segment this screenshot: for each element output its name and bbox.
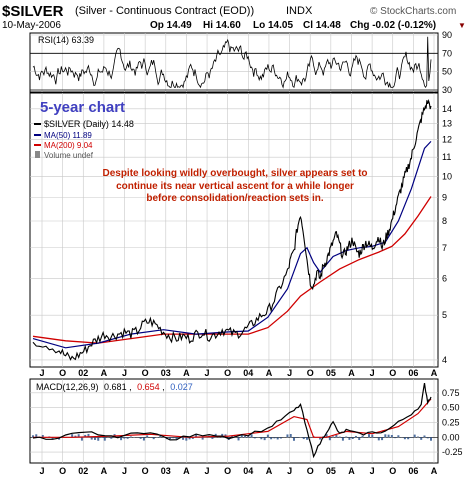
price-x-tick-16: J	[370, 368, 375, 378]
price-x-tick-18: 06	[408, 368, 418, 378]
price-y-tick-2: 6	[442, 274, 447, 284]
macd-x-tick-12: J	[287, 466, 292, 476]
price-x-tick-15: A	[348, 368, 355, 378]
chart-description: (Silver - Continuous Contract (EOD))	[75, 5, 254, 17]
macd-x-tick-11: A	[266, 466, 273, 476]
macd-x-tick-10: 04	[243, 466, 253, 476]
price-y-tick-9: 13	[442, 119, 452, 129]
price-x-tick-3: A	[101, 368, 108, 378]
macd-x-tick-7: A	[183, 466, 190, 476]
macd-signal-line	[33, 398, 432, 438]
price-y-tick-6: 10	[442, 171, 452, 181]
legend-volume: Volume undef	[44, 151, 94, 160]
macd-x-tick-18: 06	[408, 466, 418, 476]
price-x-tick-6: 03	[161, 368, 171, 378]
price-x-tick-8: J	[205, 368, 210, 378]
rsi-panel	[29, 32, 439, 93]
macd-signal-value: 0.654	[137, 382, 160, 392]
macd-x-tick-17: O	[389, 466, 396, 476]
chart-date: 10-May-2006	[2, 20, 61, 31]
ma50-line	[32, 140, 432, 349]
macd-x-tick-19: A	[431, 466, 438, 476]
macd-x-tick-9: O	[224, 466, 231, 476]
annotation-line-1: Despite looking wildly overbought, silve…	[102, 168, 367, 179]
price-chart-title: 5-year chart	[40, 99, 125, 116]
rsi-y-tick-2: 70	[442, 48, 452, 58]
legend-silver: $SILVER (Daily) 14.48	[44, 119, 134, 129]
price-y-tick-10: 14	[442, 104, 452, 114]
macd-sep-1: ,	[129, 382, 132, 392]
chart-exchange: INDX	[286, 5, 313, 17]
macd-y-tick-1: 0.50	[442, 403, 460, 413]
annotation-line-2: continue its near vertical ascent for a …	[116, 181, 354, 192]
macd-y-tick-0: 0.75	[442, 388, 460, 398]
quote-chg: Chg -0.02 (-0.12%)	[350, 20, 436, 31]
price-y-tick-4: 8	[442, 216, 447, 226]
macd-label: MACD(12,26,9) 0.681 , 0.654 , 0.027	[36, 382, 193, 392]
chart-symbol: $SILVER	[2, 3, 64, 20]
macd-line	[32, 383, 432, 459]
quote-cl: Cl 14.48	[303, 20, 341, 31]
macd-label-prefix: MACD(12,26,9)	[36, 382, 99, 392]
price-y-tick-0: 4	[442, 355, 447, 365]
macd-sep-2: ,	[162, 382, 165, 392]
rsi-y-tick-3: 90	[442, 30, 452, 40]
chevron-down-icon[interactable]: ▼	[458, 21, 466, 30]
price-x-tick-10: 04	[243, 368, 253, 378]
macd-x-tick-2: 02	[78, 466, 88, 476]
macd-y-tick-2: 0.25	[442, 417, 460, 427]
price-x-tick-4: J	[122, 368, 127, 378]
price-x-tick-19: A	[431, 368, 438, 378]
annotation-line-3: before consolidation/reaction sets in.	[146, 193, 323, 204]
price-x-tick-14: 05	[326, 368, 336, 378]
legend-volume-swatch	[35, 151, 40, 158]
price-x-tick-12: J	[287, 368, 292, 378]
price-x-tick-11: A	[266, 368, 273, 378]
price-x-tick-0: J	[39, 368, 44, 378]
price-y-tick-5: 9	[442, 192, 447, 202]
macd-x-tick-6: 03	[161, 466, 171, 476]
price-y-tick-8: 12	[442, 135, 452, 145]
macd-x-tick-5: O	[142, 466, 149, 476]
quote-hi: Hi 14.60	[203, 20, 241, 31]
price-x-tick-5: O	[142, 368, 149, 378]
price-y-tick-3: 7	[442, 243, 447, 253]
rsi-line	[32, 36, 432, 89]
price-y-tick-1: 5	[442, 310, 447, 320]
stockcharts-logo[interactable]: © StockCharts.com	[370, 6, 456, 17]
macd-y-tick-3: 0.00	[442, 432, 460, 442]
silver-price-line	[32, 98, 432, 361]
price-x-tick-17: O	[389, 368, 396, 378]
rsi-y-tick-1: 50	[442, 67, 452, 77]
macd-value: 0.681	[104, 382, 127, 392]
ma200-line	[32, 196, 432, 344]
price-x-tick-2: 02	[78, 368, 88, 378]
macd-hist-value: 0.027	[170, 382, 193, 392]
macd-panel	[29, 378, 439, 464]
legend-ma200: MA(200) 9.04	[44, 141, 93, 150]
quote-op: Op 14.49	[150, 20, 192, 31]
price-y-tick-7: 11	[442, 152, 451, 162]
macd-x-tick-1: O	[59, 466, 66, 476]
macd-x-tick-13: O	[307, 466, 314, 476]
price-panel	[29, 92, 439, 368]
legend-ma50: MA(50) 11.89	[44, 131, 92, 140]
macd-x-tick-3: A	[101, 466, 108, 476]
quote-lo: Lo 14.05	[253, 20, 293, 31]
price-x-tick-9: O	[224, 368, 231, 378]
macd-x-tick-16: J	[370, 466, 375, 476]
price-x-tick-1: O	[59, 368, 66, 378]
rsi-y-tick-0: 30	[442, 85, 452, 95]
price-x-tick-7: A	[183, 368, 190, 378]
rsi-label: RSI(14) 63.39	[38, 35, 94, 45]
macd-x-tick-15: A	[348, 466, 355, 476]
price-x-tick-13: O	[307, 368, 314, 378]
macd-x-tick-0: J	[39, 466, 44, 476]
macd-x-tick-4: J	[122, 466, 127, 476]
macd-y-tick-4: -0.25	[442, 447, 463, 457]
macd-x-tick-8: J	[205, 466, 210, 476]
macd-x-tick-14: 05	[326, 466, 336, 476]
